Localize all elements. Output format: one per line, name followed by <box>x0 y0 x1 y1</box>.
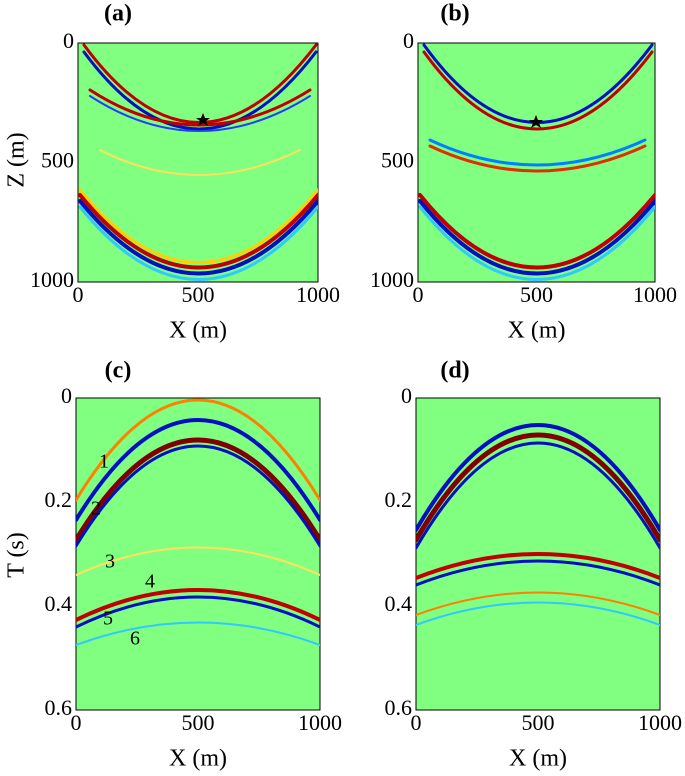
y-tick-label: 0.4 <box>385 591 413 616</box>
x-tick-label: 1000 <box>296 282 340 307</box>
panel-label: (d) <box>440 358 469 384</box>
x-tick-label: 0 <box>71 710 82 735</box>
x-tick-label: 500 <box>182 282 215 307</box>
y-axis-label: Z (m) <box>4 132 30 187</box>
y-tick-label: 0 <box>61 383 72 408</box>
x-tick-label: 0 <box>73 282 84 307</box>
y-tick-label: 500 <box>381 148 414 173</box>
x-tick-label: 0 <box>411 710 422 735</box>
y-tick-label: 1000 <box>30 267 74 292</box>
panel-label: (c) <box>105 358 132 384</box>
y-tick-label: 0 <box>63 28 74 53</box>
y-tick-label: 0.4 <box>45 591 73 616</box>
wavefield-d <box>416 423 660 626</box>
y-tick-label: 0.2 <box>45 487 73 512</box>
y-tick-label: 0.6 <box>45 695 73 720</box>
y-tick-label: 0 <box>403 28 414 53</box>
x-tick-label: 500 <box>182 710 215 735</box>
event-number: 6 <box>130 628 140 650</box>
wavefield-a <box>78 43 318 281</box>
y-tick-label: 0.6 <box>385 695 413 720</box>
source-star <box>196 113 210 126</box>
y-axis-label: T (s) <box>4 532 30 578</box>
wavefield-c <box>76 398 320 646</box>
panel-label: (a) <box>104 1 132 27</box>
y-tick-label: 0 <box>401 383 412 408</box>
panel-label: (b) <box>440 1 469 27</box>
event-number: 5 <box>103 608 113 630</box>
event-number: 4 <box>145 571 155 593</box>
x-tick-label: 1000 <box>638 710 682 735</box>
image-c <box>75 397 321 711</box>
x-axis-label: X (m) <box>508 318 566 344</box>
x-tick-label: 500 <box>520 282 553 307</box>
x-axis-label: X (m) <box>169 746 227 772</box>
x-tick-label: 0 <box>413 282 424 307</box>
event-number: 1 <box>99 451 109 473</box>
x-tick-label: 1000 <box>633 282 677 307</box>
y-tick-label: 500 <box>41 148 74 173</box>
source-star <box>529 115 543 128</box>
event-number: 3 <box>105 551 115 573</box>
y-tick-label: 1000 <box>370 267 414 292</box>
event-number: 2 <box>91 498 101 520</box>
x-axis-label: X (m) <box>169 318 227 344</box>
y-tick-label: 0.2 <box>385 487 413 512</box>
x-axis-label: X (m) <box>509 746 567 772</box>
x-tick-label: 1000 <box>298 710 342 735</box>
x-tick-label: 500 <box>522 710 555 735</box>
